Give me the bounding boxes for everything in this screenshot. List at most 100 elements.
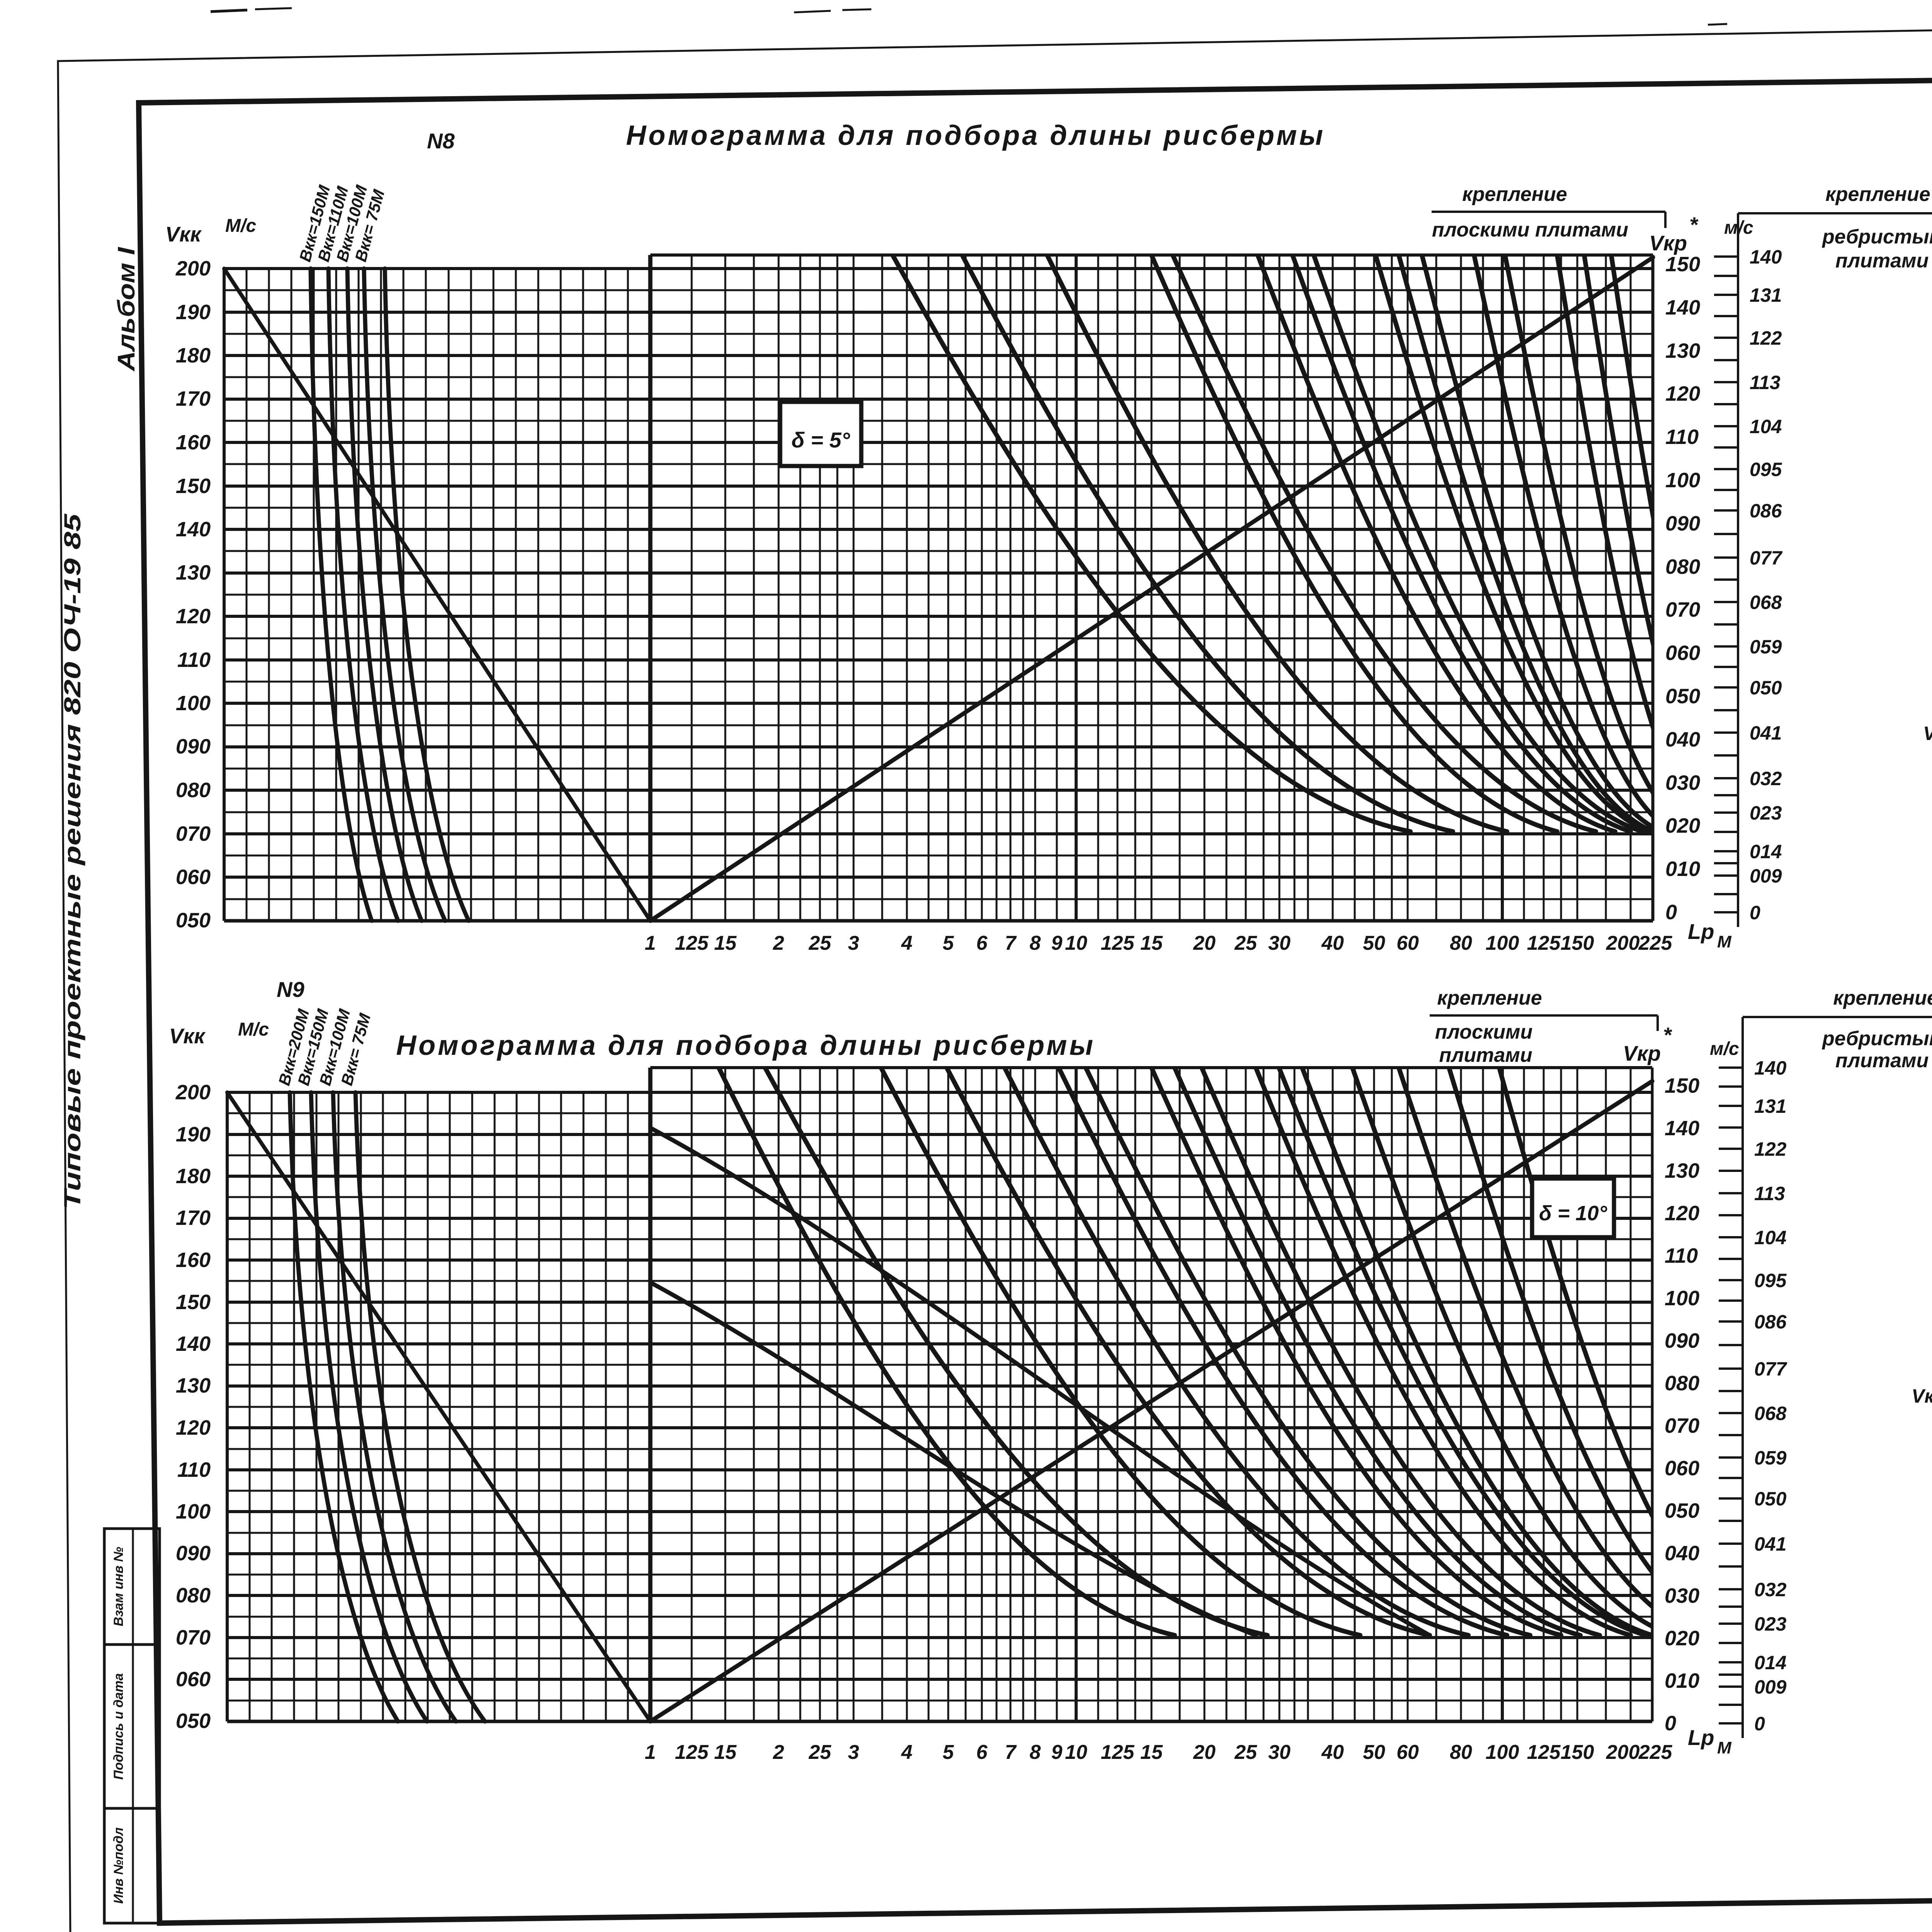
svg-text:100: 100: [1486, 1741, 1519, 1764]
svg-text:104: 104: [1754, 1227, 1786, 1248]
svg-text:190: 190: [176, 301, 211, 324]
svg-text:Vкр: Vкр: [1649, 231, 1687, 255]
svg-text:086: 086: [1750, 500, 1782, 522]
svg-text:Альбом I: Альбом I: [113, 247, 140, 372]
svg-text:Подпись и дата: Подпись и дата: [111, 1673, 126, 1780]
svg-text:113: 113: [1750, 372, 1781, 393]
svg-text:40: 40: [1321, 932, 1344, 954]
svg-text:8: 8: [1030, 932, 1041, 954]
svg-text:Номограмма для подбора длин: Номограмма для подбора длины рисбермы: [626, 120, 1325, 151]
svg-text:5: 5: [943, 1741, 954, 1764]
svg-text:110: 110: [177, 1458, 211, 1481]
svg-text:15: 15: [714, 1741, 737, 1764]
svg-text:20: 20: [1193, 1741, 1216, 1764]
svg-text:023: 023: [1750, 802, 1782, 824]
svg-text:014: 014: [1754, 1652, 1786, 1673]
svg-text:0: 0: [1665, 901, 1677, 924]
svg-text:010: 010: [1665, 857, 1700, 881]
svg-text:050: 050: [1750, 677, 1782, 699]
svg-text:плоскими: плоскими: [1435, 1021, 1532, 1043]
svg-text:крепление: крепление: [1437, 987, 1542, 1009]
svg-text:N9: N9: [277, 977, 304, 1002]
svg-text:8: 8: [1030, 1741, 1041, 1764]
svg-text:160: 160: [176, 431, 211, 454]
svg-text:М: М: [1717, 932, 1732, 951]
svg-text:100: 100: [1665, 1287, 1699, 1310]
svg-text:140: 140: [176, 1332, 211, 1355]
svg-text:125: 125: [1101, 932, 1135, 954]
svg-text:Инв №подл: Инв №подл: [111, 1827, 126, 1904]
svg-text:041: 041: [1754, 1533, 1786, 1555]
svg-text:030: 030: [1665, 771, 1700, 794]
svg-text:крепление: крепление: [1462, 183, 1567, 206]
svg-text:140: 140: [1665, 296, 1700, 319]
svg-text:170: 170: [176, 387, 211, 410]
svg-text:ребристыми: ребристыми: [1821, 1027, 1932, 1050]
svg-text:40: 40: [1321, 1741, 1344, 1764]
svg-text:070: 070: [176, 822, 211, 845]
svg-text:15: 15: [1140, 932, 1163, 954]
svg-text:104: 104: [1750, 416, 1782, 437]
svg-text:м/с: м/с: [1710, 1039, 1739, 1059]
svg-text:Взам инв №: Взам инв №: [111, 1547, 126, 1626]
svg-text:077: 077: [1750, 547, 1783, 569]
svg-text:125: 125: [1101, 1741, 1135, 1764]
svg-text:10: 10: [1065, 1741, 1087, 1764]
svg-text:25: 25: [1234, 932, 1257, 954]
svg-text:крепление: крепление: [1833, 987, 1932, 1009]
svg-text:М/с: М/с: [238, 1019, 269, 1040]
svg-text:N8: N8: [427, 129, 455, 153]
svg-text:7: 7: [1005, 932, 1017, 954]
svg-text:4: 4: [901, 1741, 913, 1764]
svg-text:120: 120: [176, 1416, 211, 1439]
svg-text:9: 9: [1051, 1741, 1063, 1764]
svg-text:180: 180: [176, 344, 211, 367]
svg-text:009: 009: [1754, 1676, 1787, 1698]
svg-text:130: 130: [1665, 1159, 1699, 1182]
svg-text:плитами: плитами: [1835, 250, 1929, 272]
svg-text:225: 225: [1638, 1741, 1673, 1764]
svg-text:150: 150: [1665, 253, 1700, 276]
svg-text:120: 120: [176, 605, 211, 628]
svg-text:60: 60: [1396, 1741, 1419, 1764]
svg-text:плоскими плитами: плоскими плитами: [1432, 219, 1628, 241]
svg-text:3: 3: [848, 1741, 859, 1764]
svg-text:060: 060: [1665, 1457, 1699, 1480]
svg-text:60: 60: [1396, 932, 1419, 954]
svg-text:190: 190: [176, 1123, 211, 1146]
svg-text:120: 120: [1665, 1202, 1699, 1225]
svg-text:130: 130: [1665, 339, 1700, 362]
svg-text:25: 25: [808, 1741, 832, 1764]
svg-text:110: 110: [1665, 425, 1699, 449]
svg-text:050: 050: [1665, 685, 1700, 708]
svg-text:068: 068: [1754, 1403, 1787, 1424]
svg-text:Типовые проектные решения: Типовые проектные решения 820 ОЧ-19 85: [60, 513, 85, 1209]
svg-text:3: 3: [848, 932, 859, 954]
svg-text:060: 060: [176, 866, 211, 889]
svg-text:225: 225: [1638, 932, 1673, 954]
svg-text:110: 110: [1665, 1244, 1698, 1267]
svg-text:070: 070: [1665, 598, 1700, 621]
svg-text:090: 090: [1665, 1329, 1699, 1352]
svg-text:059: 059: [1750, 636, 1782, 658]
svg-text:050: 050: [176, 909, 211, 932]
svg-text:140: 140: [1750, 246, 1782, 268]
svg-text:Номограмма для подбора длин: Номограмма для подбора длины рисбермы: [396, 1030, 1095, 1061]
svg-text:130: 130: [176, 1374, 211, 1397]
svg-text:4: 4: [901, 932, 913, 954]
svg-text:070: 070: [176, 1626, 211, 1649]
svg-text:Vкк: Vкк: [165, 222, 202, 246]
svg-text:090: 090: [176, 735, 211, 758]
svg-text:200: 200: [175, 1081, 211, 1104]
svg-text:110: 110: [177, 648, 211, 672]
svg-text:30: 30: [1268, 932, 1291, 954]
svg-text:130: 130: [176, 561, 211, 584]
svg-text:160: 160: [176, 1248, 211, 1272]
svg-text:086: 086: [1754, 1311, 1787, 1333]
svg-text:5: 5: [943, 932, 954, 954]
svg-text:032: 032: [1754, 1579, 1787, 1600]
svg-text:150: 150: [176, 1291, 211, 1314]
svg-text:125: 125: [1527, 1741, 1561, 1764]
svg-text:150: 150: [1665, 1074, 1699, 1097]
svg-text:120: 120: [1665, 382, 1700, 405]
